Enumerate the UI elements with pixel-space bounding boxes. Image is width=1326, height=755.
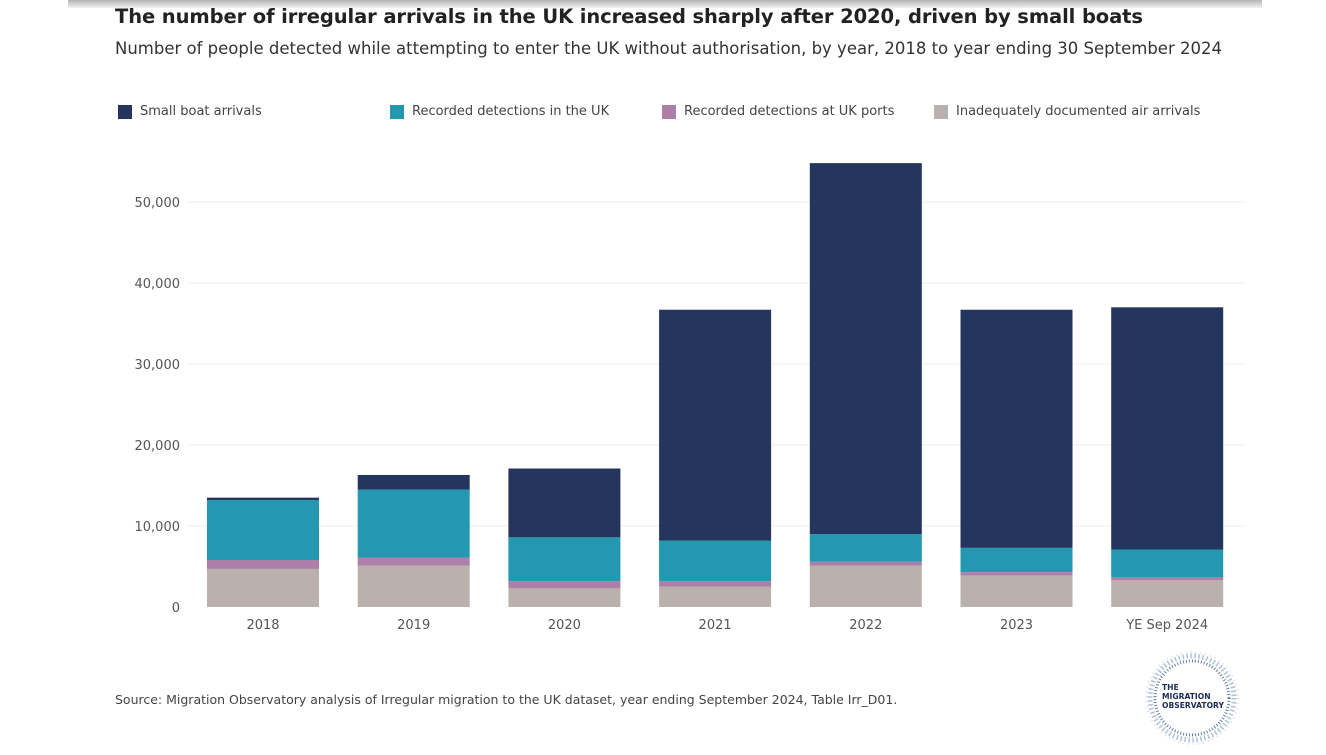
bar-2022-small-boat-arrivals (809, 163, 922, 535)
top-shadow-bar (68, 0, 1262, 8)
legend-swatch-detections-uk (390, 104, 404, 119)
x-tick-label-2018: 2018 (246, 618, 279, 633)
x-tick-label-ye-sep-2024: YE Sep 2024 (1125, 618, 1208, 633)
bar-2023-small-boat-arrivals (960, 309, 1073, 548)
bar-ye-sep-2024-recorded-detections-at-uk-ports (1111, 577, 1224, 581)
bar-2021-recorded-detections-in-the-uk (659, 540, 772, 582)
y-tick-label-20000: 20,000 (135, 439, 181, 454)
y-tick-label-10000: 10,000 (135, 520, 181, 535)
bar-ye-sep-2024-recorded-detections-in-the-uk (1111, 549, 1224, 578)
legend: Small boat arrivals Recorded detections … (0, 104, 1326, 128)
bar-2022-recorded-detections-in-the-uk (809, 534, 922, 562)
stacked-bar-chart: 0 10,000 20,000 30,000 40,000 50,000 2018 2019 2… (135, 163, 1243, 633)
legend-swatch-detections-ports (662, 104, 676, 119)
legend-swatch-small-boats (118, 104, 132, 119)
chart-title: The number of irregular arrivals in the … (115, 5, 1143, 28)
bar-2018-recorded-detections-at-uk-ports (207, 560, 319, 569)
y-tick-label-40000: 40,000 (135, 277, 181, 292)
y-tick-label-30000: 30,000 (135, 358, 181, 373)
x-tick-label-2022: 2022 (849, 618, 882, 633)
logo-text-line2: MIGRATION (1162, 692, 1211, 701)
bar-2022-recorded-detections-at-uk-ports (809, 561, 922, 566)
bar-2018-recorded-detections-in-the-uk (207, 500, 319, 561)
logo-text-line3: OBSERVATORY (1162, 701, 1224, 710)
source-note: Source: Migration Observatory analysis o… (115, 692, 898, 707)
legend-item-detections-ports: Recorded detections at UK ports (662, 104, 894, 119)
chart-subtitle: Number of people detected while attempti… (115, 39, 1222, 58)
bar-2023-inadequately-documented-air-arrivals (960, 575, 1073, 607)
bar-2020-recorded-detections-at-uk-ports (508, 581, 621, 589)
bar-2021-inadequately-documented-air-arrivals (659, 586, 772, 607)
bar-2019-inadequately-documented-air-arrivals (357, 565, 470, 607)
x-tick-label-2023: 2023 (1000, 618, 1033, 633)
bar-2020-inadequately-documented-air-arrivals (508, 588, 621, 607)
bar-ye-sep-2024-small-boat-arrivals (1111, 307, 1224, 550)
bar-2022-inadequately-documented-air-arrivals (809, 565, 922, 607)
legend-label-small-boats: Small boat arrivals (140, 104, 262, 119)
bar-2023-recorded-detections-in-the-uk (960, 547, 1073, 573)
legend-swatch-air-arrivals (934, 104, 948, 119)
bar-2021-small-boat-arrivals (659, 309, 772, 541)
bar-2021-recorded-detections-at-uk-ports (659, 581, 772, 587)
legend-item-small-boats: Small boat arrivals (118, 104, 262, 119)
migration-observatory-logo: THE MIGRATION OBSERVATORY (1145, 651, 1239, 745)
bar-2020-small-boat-arrivals (508, 468, 621, 538)
bar-2020-recorded-detections-in-the-uk (508, 537, 621, 582)
bar-2023-recorded-detections-at-uk-ports (960, 572, 1073, 576)
bar-2019-recorded-detections-at-uk-ports (357, 557, 470, 566)
y-tick-label-50000: 50,000 (135, 196, 181, 211)
x-tick-label-2019: 2019 (397, 618, 430, 633)
legend-label-detections-ports: Recorded detections at UK ports (684, 104, 895, 119)
bar-2019-small-boat-arrivals (357, 474, 470, 490)
legend-item-detections-uk: Recorded detections in the UK (390, 104, 609, 119)
logo-dot-ring (1145, 651, 1239, 745)
bar-2018-small-boat-arrivals (207, 497, 319, 501)
x-tick-label-2020: 2020 (548, 618, 581, 633)
logo-text-line1: THE (1162, 683, 1179, 692)
x-tick-label-2021: 2021 (699, 618, 732, 633)
y-tick-label-0: 0 (172, 601, 180, 616)
legend-item-air-arrivals: Inadequately documented air arrivals (934, 104, 1200, 119)
legend-label-detections-uk: Recorded detections in the UK (412, 104, 610, 119)
bar-ye-sep-2024-inadequately-documented-air-arrivals (1111, 580, 1224, 607)
bar-2019-recorded-detections-in-the-uk (357, 489, 470, 558)
legend-label-air-arrivals: Inadequately documented air arrivals (956, 104, 1201, 119)
bar-2018-inadequately-documented-air-arrivals (207, 568, 319, 607)
